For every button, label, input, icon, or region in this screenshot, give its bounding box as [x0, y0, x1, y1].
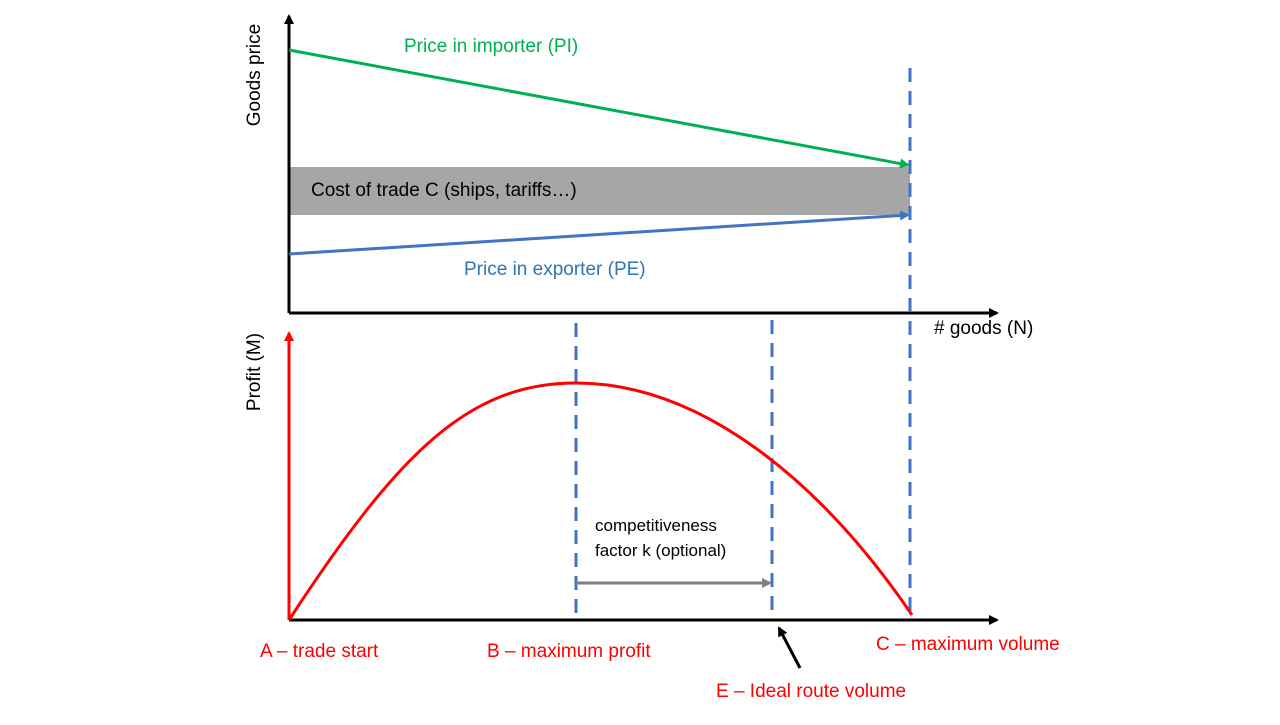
- k-note: competitiveness: [595, 516, 717, 535]
- pointer-arrow: [777, 626, 802, 669]
- y-axis-label: Goods price: [244, 24, 265, 126]
- exporter-line: [288, 210, 910, 256]
- point-label: B – maximum profit: [487, 641, 651, 662]
- point-label: A – trade start: [260, 641, 379, 662]
- y-axis-label: Profit (M): [244, 333, 265, 411]
- profit-curve: [287, 381, 914, 621]
- exporter-label: Price in exporter (PE): [464, 259, 646, 280]
- k-note: factor k (optional): [595, 541, 726, 560]
- x-axis-label: # goods (N): [934, 318, 1033, 339]
- importer-line: [288, 48, 910, 169]
- cost-band: [289, 167, 910, 215]
- point-label: E – Ideal route volume: [716, 681, 906, 702]
- point-label: C – maximum volume: [876, 634, 1060, 655]
- importer-label: Price in importer (PI): [404, 36, 578, 57]
- cost-label: Cost of trade C (ships, tariffs…): [311, 180, 577, 201]
